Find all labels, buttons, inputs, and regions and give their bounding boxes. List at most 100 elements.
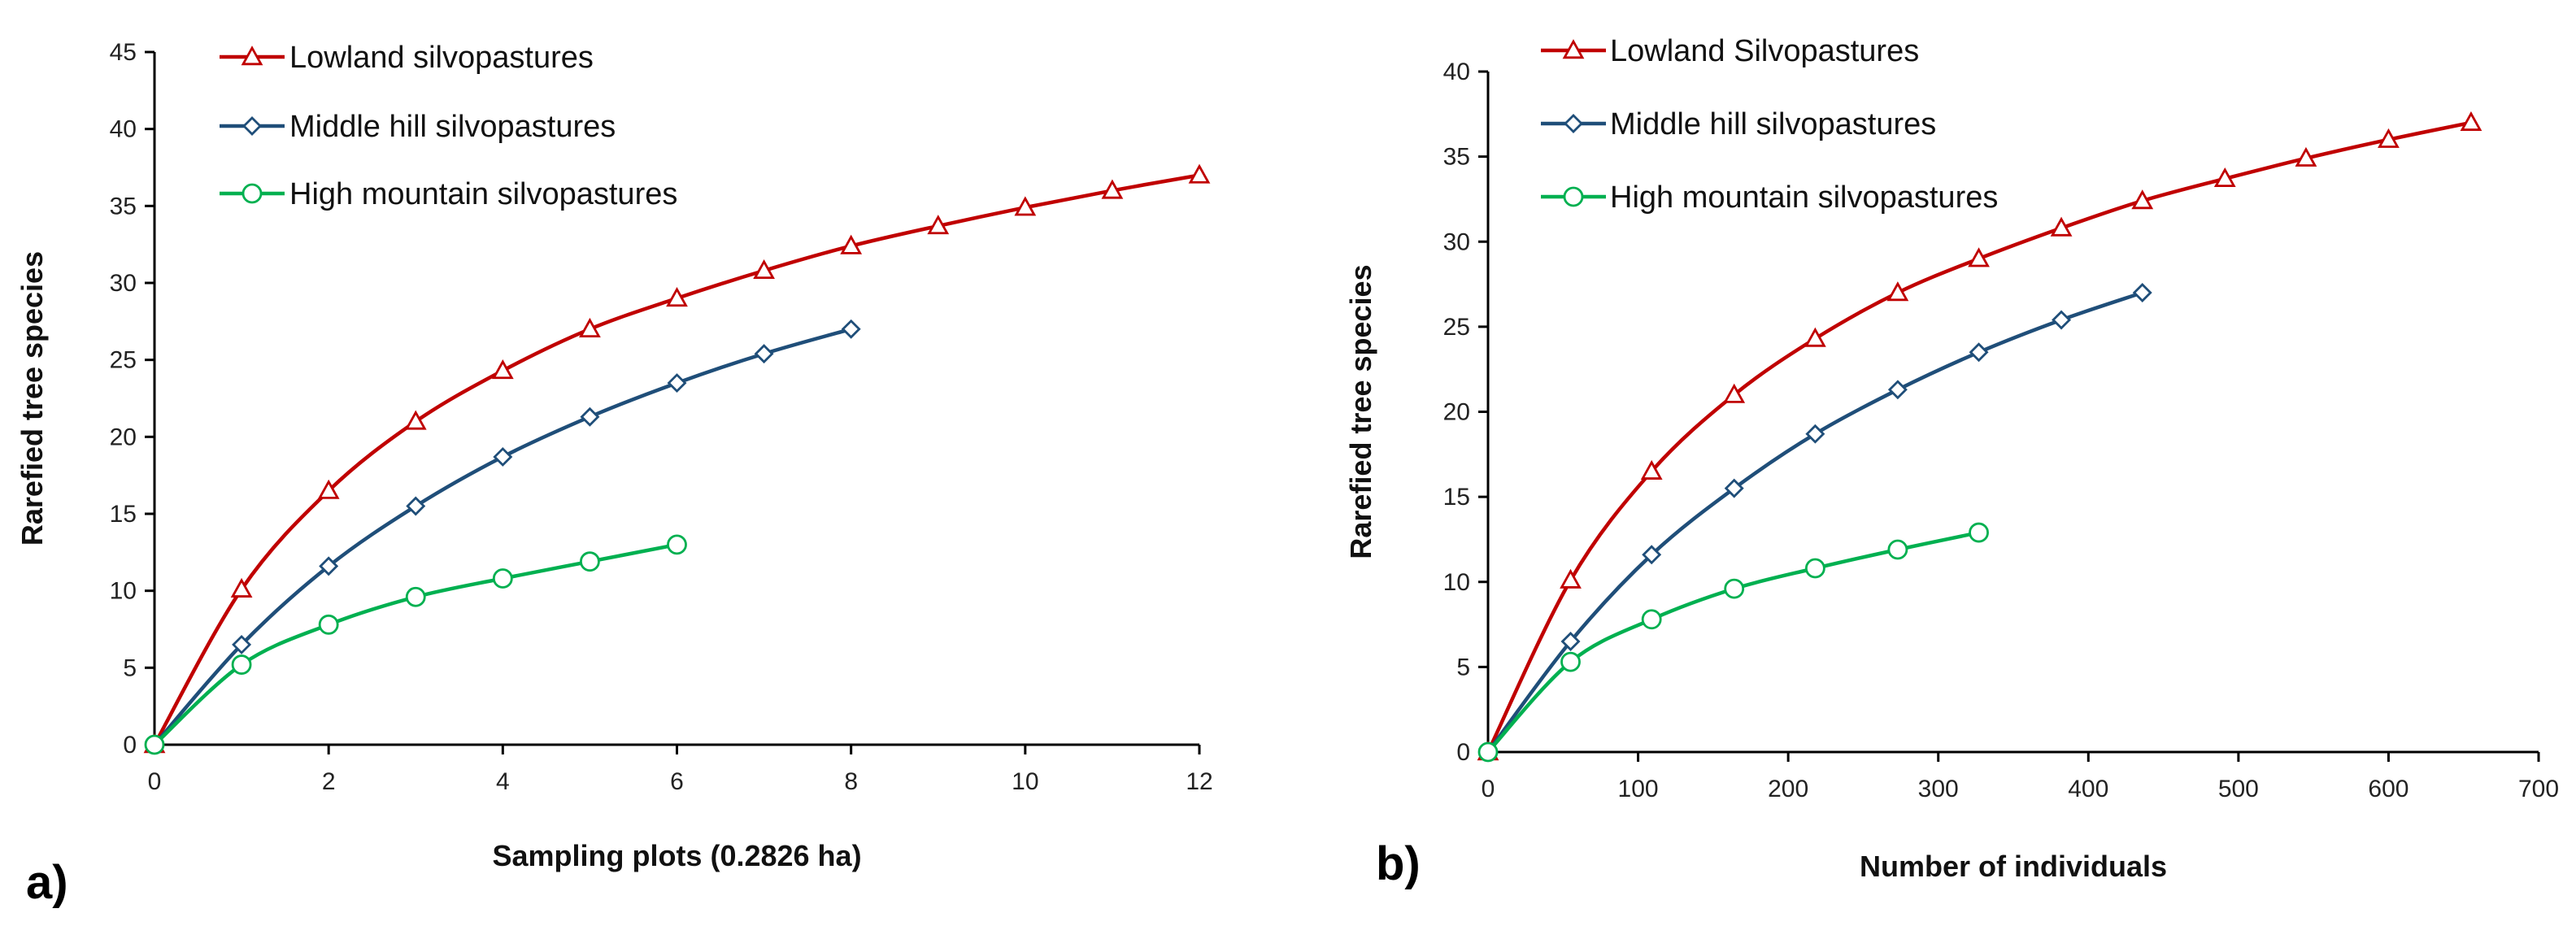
data-point <box>1641 609 1662 630</box>
data-point <box>2460 111 2482 131</box>
data-point <box>493 446 513 467</box>
x-tick-label: 400 <box>2068 776 2108 802</box>
x-tick-label: 6 <box>670 768 684 795</box>
data-point <box>144 734 165 755</box>
x-tick-label: 200 <box>1768 776 1808 802</box>
data-point <box>753 259 775 280</box>
legend-label: High mountain silvopastures <box>1610 180 1998 215</box>
y-tick-label: 30 <box>110 270 137 297</box>
data-point <box>1477 741 1499 763</box>
x-tick-label: 8 <box>844 768 858 795</box>
y-tick-label: 10 <box>110 578 137 605</box>
series-triangle <box>1477 111 2482 761</box>
data-point <box>491 359 514 380</box>
y-tick-label: 5 <box>123 654 137 681</box>
series-line <box>1486 120 2474 754</box>
legend-marker <box>242 116 262 136</box>
y-axis-title: Rarefied tree species <box>15 251 49 546</box>
series-triangle <box>143 163 1211 754</box>
data-point <box>1560 632 1581 651</box>
data-point <box>666 287 688 307</box>
y-tick-label: 35 <box>1443 144 1470 171</box>
data-point <box>317 479 340 499</box>
data-point <box>2131 189 2154 210</box>
data-point <box>231 654 252 675</box>
data-point <box>319 556 339 576</box>
y-tick-label: 35 <box>110 193 137 220</box>
data-point <box>2295 146 2317 167</box>
y-tick-label: 40 <box>110 116 137 143</box>
data-point <box>1804 327 1826 347</box>
data-point <box>1101 179 1124 199</box>
data-point <box>405 586 426 607</box>
x-tick-label: 2 <box>322 768 336 795</box>
panel-label: b) <box>1376 837 1421 890</box>
data-point <box>1723 383 1746 403</box>
series-line <box>1486 530 1981 754</box>
data-point <box>1805 424 1825 444</box>
data-point <box>492 568 513 589</box>
data-point <box>1887 539 1908 560</box>
legend-label: Lowland Silvopastures <box>1610 34 1919 68</box>
x-axis-title: Number of individuals <box>1860 850 2167 883</box>
legend-entry: Middle hill silvopastures <box>220 110 616 144</box>
x-tick-label: 500 <box>2218 776 2259 802</box>
y-tick-label: 15 <box>110 501 137 528</box>
legend-entry: Lowland Silvopastures <box>1541 34 1919 68</box>
series-line <box>152 173 1202 747</box>
y-tick-label: 20 <box>110 424 137 450</box>
data-point <box>667 373 687 393</box>
chart-panel-a: 0 5 10 15 20 25 30 35 40 45 0 2 4 6 8 10 12 Sampling plot… <box>15 39 1213 909</box>
data-point <box>318 614 339 635</box>
data-point <box>579 317 601 338</box>
x-tick-label: 10 <box>1012 768 1038 795</box>
data-point <box>1642 545 1662 565</box>
series-line <box>152 327 853 747</box>
legend-marker <box>1562 39 1585 59</box>
x-tick-label: 600 <box>2368 776 2408 802</box>
legend-marker <box>242 183 263 204</box>
panel-label: a) <box>26 856 68 909</box>
y-tick-label: 0 <box>1456 739 1470 766</box>
data-point <box>927 215 950 235</box>
data-point <box>2052 310 2072 330</box>
data-point <box>2132 283 2152 303</box>
data-point <box>406 496 426 516</box>
data-point <box>2213 167 2236 188</box>
data-point <box>754 344 774 364</box>
data-point <box>1887 380 1908 400</box>
data-point <box>1724 578 1745 599</box>
data-point <box>667 534 687 555</box>
series-diamond <box>145 319 861 754</box>
series-line <box>1486 290 2144 754</box>
y-tick-label: 30 <box>1443 228 1470 255</box>
data-point <box>1560 568 1582 589</box>
y-tick-label: 5 <box>1456 654 1470 680</box>
data-point <box>1969 342 1989 363</box>
x-tick-label: 300 <box>1918 776 1959 802</box>
y-tick-label: 15 <box>1443 484 1470 511</box>
legend-entry: High mountain silvopastures <box>220 177 677 211</box>
legend-label: Lowland silvopastures <box>289 41 594 75</box>
y-tick-label: 20 <box>1443 399 1470 426</box>
legend-entry: Middle hill silvopastures <box>1541 107 1936 141</box>
data-point <box>230 577 253 598</box>
data-point <box>1640 459 1663 480</box>
data-point <box>2378 128 2400 148</box>
data-point <box>1560 651 1581 672</box>
data-point <box>232 634 252 654</box>
data-point <box>1188 163 1211 184</box>
legend-marker <box>241 46 263 66</box>
legend-marker <box>1564 114 1583 133</box>
x-tick-label: 0 <box>148 768 162 795</box>
y-tick-label: 10 <box>1443 569 1470 596</box>
data-point <box>1014 196 1037 216</box>
data-point <box>1804 558 1825 579</box>
data-point <box>1886 281 1909 302</box>
data-point <box>841 319 861 339</box>
series-circle <box>1477 522 1989 763</box>
x-tick-label: 700 <box>2518 776 2559 802</box>
x-axis-title: Sampling plots (0.2826 ha) <box>492 839 861 872</box>
